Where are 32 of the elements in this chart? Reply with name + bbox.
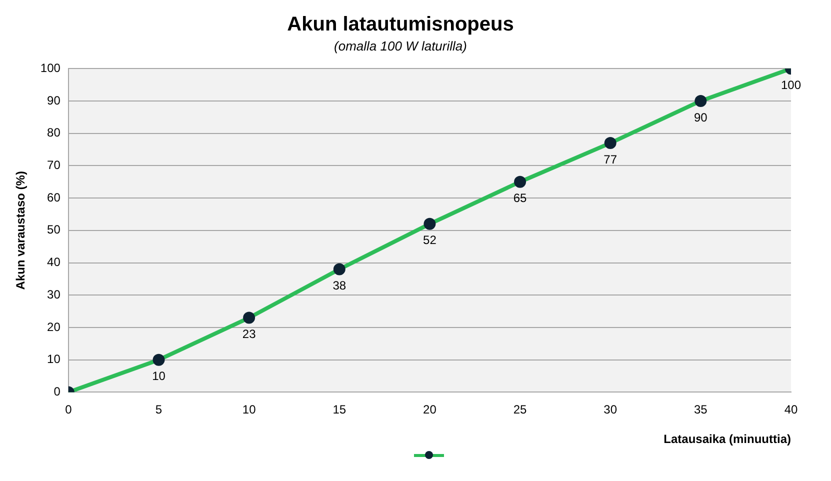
- chart-title: Akun latautumisnopeus: [287, 14, 514, 36]
- x-tick-label: 15: [332, 402, 346, 417]
- x-tick-label: 0: [65, 402, 72, 417]
- data-label: 23: [242, 327, 256, 342]
- data-label: 90: [694, 110, 708, 124]
- y-tick-label: 80: [47, 126, 61, 140]
- chart-subtitle: (omalla 100 W laturilla): [334, 38, 467, 54]
- y-axis-title: Akun varaustaso (%): [14, 171, 28, 290]
- y-tick-label: 90: [47, 93, 61, 108]
- x-tick-label: 25: [513, 402, 528, 417]
- data-label: 10: [152, 369, 166, 384]
- data-label: 38: [332, 278, 346, 293]
- data-label: 100: [780, 78, 802, 92]
- x-tick-label: 40: [784, 402, 798, 417]
- x-tick-label: 30: [604, 402, 618, 417]
- y-tick-label: 100: [40, 60, 61, 75]
- data-label: 52: [423, 233, 437, 248]
- y-tick-label: 60: [47, 190, 61, 204]
- y-tick-label: 30: [47, 287, 61, 302]
- x-tick-label: 10: [242, 402, 256, 417]
- data-label: 77: [604, 152, 618, 166]
- y-tick-label: 50: [47, 222, 61, 237]
- y-tick-label: 40: [47, 255, 61, 270]
- y-tick-label: 0: [54, 384, 61, 399]
- y-tick-label: 20: [47, 320, 61, 334]
- y-tick-label: 70: [47, 158, 61, 172]
- x-tick-label: 20: [423, 402, 437, 417]
- x-tick-label: 35: [694, 402, 708, 417]
- x-tick-label: 5: [155, 402, 162, 417]
- y-tick-label: 10: [47, 352, 61, 366]
- x-axis-title: Latausaika (minuuttia): [664, 432, 791, 446]
- data-label: 65: [513, 191, 528, 206]
